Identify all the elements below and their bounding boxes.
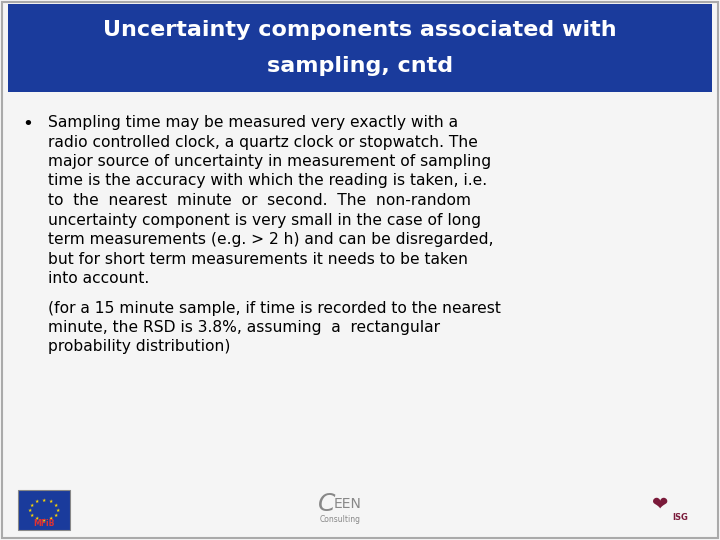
Text: ★: ★ [28, 508, 32, 512]
Text: ★: ★ [30, 512, 34, 517]
Text: but for short term measurements it needs to be taken: but for short term measurements it needs… [48, 252, 468, 267]
Text: ★: ★ [35, 516, 39, 521]
Text: major source of uncertainty in measurement of sampling: major source of uncertainty in measureme… [48, 154, 491, 169]
Text: ★: ★ [54, 503, 58, 508]
Text: radio controlled clock, a quartz clock or stopwatch. The: radio controlled clock, a quartz clock o… [48, 134, 478, 150]
Text: EEN: EEN [334, 497, 362, 511]
Text: ★: ★ [42, 517, 46, 523]
Text: ★: ★ [49, 516, 53, 521]
FancyBboxPatch shape [18, 490, 70, 530]
FancyBboxPatch shape [8, 4, 712, 92]
Text: to  the  nearest  minute  or  second.  The  non-random: to the nearest minute or second. The non… [48, 193, 471, 208]
Text: time is the accuracy with which the reading is taken, i.e.: time is the accuracy with which the read… [48, 173, 487, 188]
Text: ★: ★ [35, 499, 39, 504]
Text: term measurements (e.g. > 2 h) and can be disregarded,: term measurements (e.g. > 2 h) and can b… [48, 232, 493, 247]
Text: Sampling time may be measured very exactly with a: Sampling time may be measured very exact… [48, 115, 458, 130]
Text: ★: ★ [49, 499, 53, 504]
Text: ★: ★ [42, 497, 46, 503]
Text: probability distribution): probability distribution) [48, 340, 230, 354]
Text: into account.: into account. [48, 271, 149, 286]
Text: Consulting: Consulting [320, 516, 361, 524]
Text: ❤: ❤ [652, 495, 668, 514]
Text: C: C [318, 492, 336, 516]
Text: ★: ★ [30, 503, 34, 508]
Text: uncertainty component is very small in the case of long: uncertainty component is very small in t… [48, 213, 481, 227]
Text: ISG: ISG [672, 514, 688, 523]
Text: (for a 15 minute sample, if time is recorded to the nearest: (for a 15 minute sample, if time is reco… [48, 300, 501, 315]
Text: ★: ★ [54, 512, 58, 517]
Text: •: • [22, 115, 33, 133]
Text: minute, the RSD is 3.8%, assuming  a  rectangular: minute, the RSD is 3.8%, assuming a rect… [48, 320, 440, 335]
Text: MFiB: MFiB [33, 519, 55, 529]
Text: Uncertainty components associated with: Uncertainty components associated with [103, 20, 617, 40]
Text: sampling, cntd: sampling, cntd [267, 56, 453, 76]
Text: ★: ★ [56, 508, 60, 512]
